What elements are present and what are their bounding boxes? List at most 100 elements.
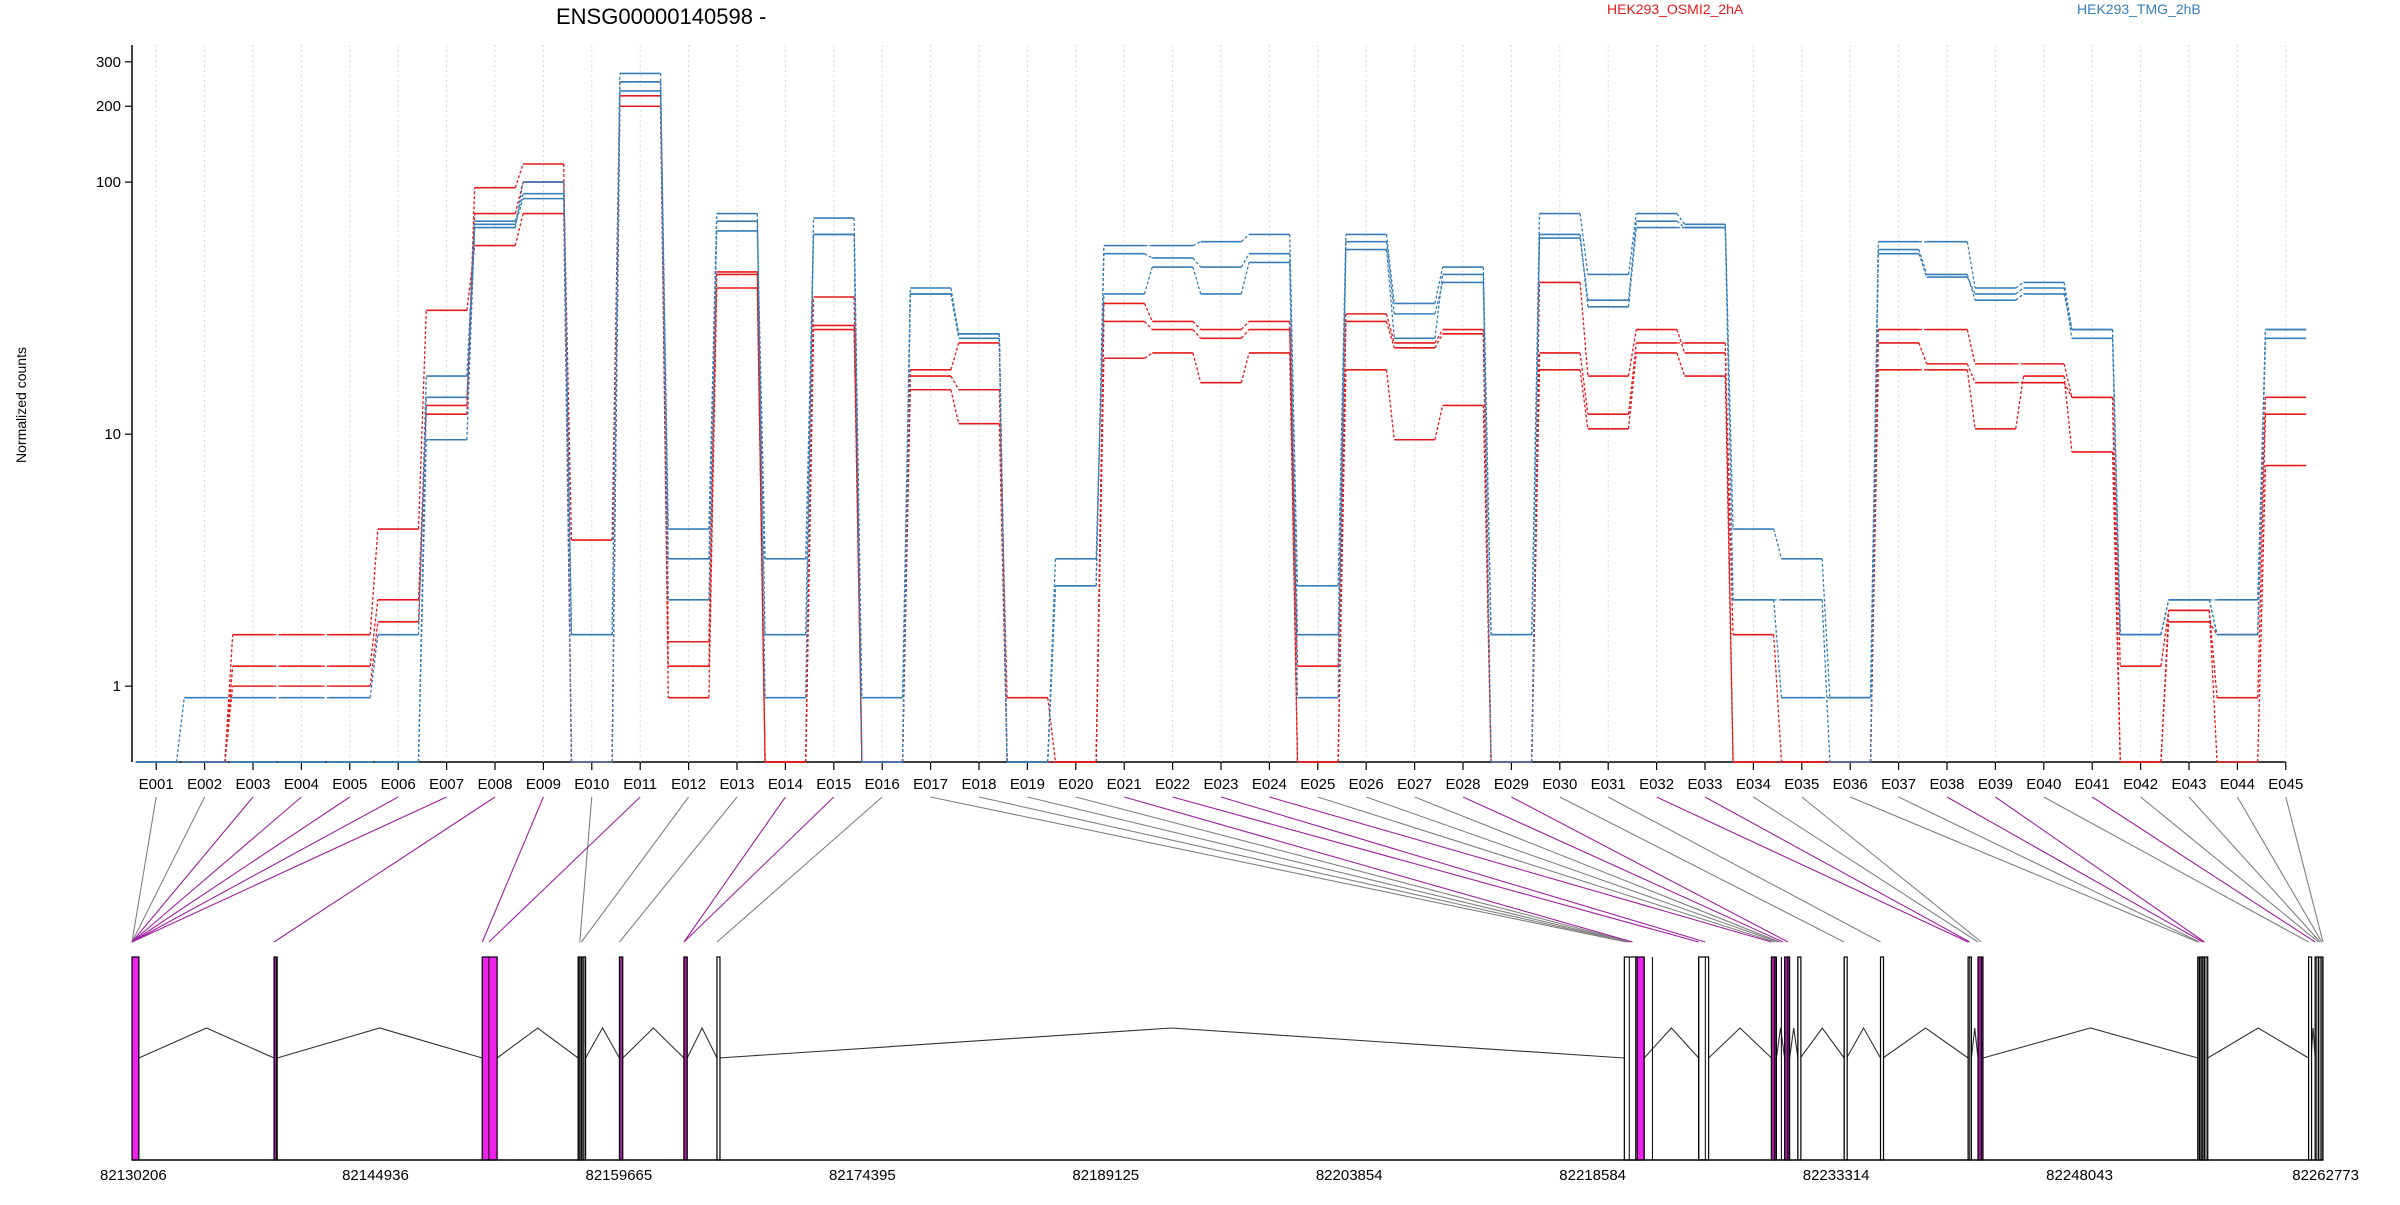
connector-segment — [1966, 274, 1976, 301]
connector-segment — [659, 81, 669, 559]
x-tick-label-e010: E010 — [574, 776, 609, 793]
x-tick-label-e029: E029 — [1494, 776, 1529, 793]
x-tick-label-e043: E043 — [2171, 776, 2206, 793]
connector-line-e031 — [1607, 796, 1881, 943]
genome-tick-label: 82189125 — [1072, 1167, 1139, 1184]
connector-segment — [563, 182, 573, 635]
intron-line — [1643, 1027, 1700, 1059]
x-tick-label-e002: E002 — [187, 776, 222, 793]
connector-segment — [1240, 262, 1250, 295]
connector-segment — [1627, 227, 1637, 307]
x-tick-label-e032: E032 — [1639, 776, 1674, 793]
x-tick-label-e040: E040 — [2026, 776, 2061, 793]
connector-segment — [950, 287, 960, 334]
exon-box — [1623, 956, 1637, 1161]
connector-segment — [1434, 329, 1444, 344]
y-tick-label: 300 — [96, 54, 121, 71]
connector-segment — [950, 293, 960, 334]
connector-segment — [514, 163, 524, 188]
connector-segment — [611, 81, 621, 635]
connector-segment — [1240, 320, 1250, 330]
chart-title: ENSG00000140598 - — [556, 4, 766, 29]
connector-segment — [1676, 213, 1686, 225]
y-tick-label: 1 — [113, 678, 121, 695]
connector-segment — [369, 621, 379, 687]
connector-segment — [2257, 414, 2267, 698]
genome-tick-label: 82248043 — [2046, 1167, 2113, 1184]
legend-item-osmi: HEK293_OSMI2_2hA — [1607, 1, 1744, 17]
x-tick-label-e016: E016 — [865, 776, 900, 793]
x-tick-label-e009: E009 — [526, 776, 561, 793]
connector-segment — [1821, 599, 1831, 763]
connector-line-e020 — [1075, 796, 1632, 943]
connector-segment — [2063, 375, 2073, 452]
connector-segment — [1579, 282, 1589, 377]
intron-line — [1970, 1027, 1979, 1059]
connector-segment — [2160, 621, 2170, 763]
intron-line — [718, 1027, 1625, 1059]
intron-line — [496, 1027, 579, 1059]
connector-segment — [1579, 234, 1589, 307]
exon-box — [131, 956, 140, 1161]
connector-segment — [1966, 276, 1976, 295]
genome-tick-label: 82203854 — [1316, 1167, 1383, 1184]
connector-segment — [2063, 382, 2073, 398]
connector-segment — [756, 213, 766, 698]
x-tick-label-e026: E026 — [1349, 776, 1384, 793]
connector-segment — [659, 90, 669, 600]
connector-segment — [1918, 253, 1928, 278]
connector-segment — [1724, 376, 1734, 763]
connector-segment — [901, 293, 911, 763]
connector-line-e009 — [481, 796, 544, 943]
connector-segment — [998, 333, 1008, 763]
x-tick-label-e038: E038 — [1929, 776, 1964, 793]
connector-segment — [1531, 234, 1541, 763]
connector-segment — [1240, 352, 1250, 383]
y-tick-label: 200 — [96, 98, 121, 115]
connector-line-e007 — [131, 796, 447, 943]
connector-line-e040 — [2043, 796, 2309, 943]
connector-segment — [1289, 352, 1299, 763]
intron-line — [1982, 1027, 2198, 1059]
connector-segment — [1627, 342, 1637, 415]
connector-line-e026 — [1366, 796, 1779, 943]
connector-segment — [950, 389, 960, 424]
connector-line-e044 — [2236, 796, 2323, 943]
connector-segment — [1773, 528, 1783, 559]
connector-segment — [1144, 352, 1153, 359]
connector-segment — [1047, 585, 1057, 763]
connector-line-e045 — [2285, 796, 2324, 943]
connector-segment — [466, 221, 476, 377]
series-tmg-6 — [135, 90, 2307, 763]
gene-track: 82130206 82144936 82159665 82174395 82189125… — [100, 796, 2359, 1184]
connector-segment — [417, 310, 427, 530]
intron-line — [1789, 1027, 1799, 1059]
x-tick-label-e036: E036 — [1833, 776, 1868, 793]
connector-segment — [1385, 313, 1395, 344]
connector-segment — [1579, 352, 1589, 415]
connector-segment — [1240, 329, 1250, 339]
connector-line-e019 — [1027, 796, 1630, 943]
genome-tick-label: 82218584 — [1559, 1167, 1626, 1184]
connector-segment — [1240, 233, 1250, 243]
connector-line-e018 — [978, 796, 1628, 943]
connector-line-e013 — [619, 796, 738, 943]
connector-segment — [1482, 274, 1492, 763]
legend-item-tmg: HEK293_TMG_2hB — [2077, 1, 2201, 17]
connector-segment — [1095, 293, 1105, 559]
plot-area: 1 10 100 200 300 E001 E002 E003 E004 E005 E006 E007… — [96, 45, 2307, 793]
connector-segment — [1482, 282, 1492, 635]
exon-box — [1977, 956, 1984, 1161]
connector-segment — [2063, 287, 2073, 339]
genome-tick-label: 82262773 — [2292, 1167, 2359, 1184]
connector-segment — [2111, 329, 2121, 635]
connector-segment — [1482, 405, 1492, 763]
connector-segment — [1966, 363, 1976, 383]
connector-line-e029 — [1511, 796, 1789, 943]
connector-segment — [1385, 249, 1395, 339]
connector-line-e036 — [1849, 796, 2199, 943]
connector-line-e034 — [1753, 796, 1979, 943]
x-tick-label-e005: E005 — [332, 776, 367, 793]
connector-segment — [853, 234, 863, 763]
connector-segment — [563, 198, 573, 763]
